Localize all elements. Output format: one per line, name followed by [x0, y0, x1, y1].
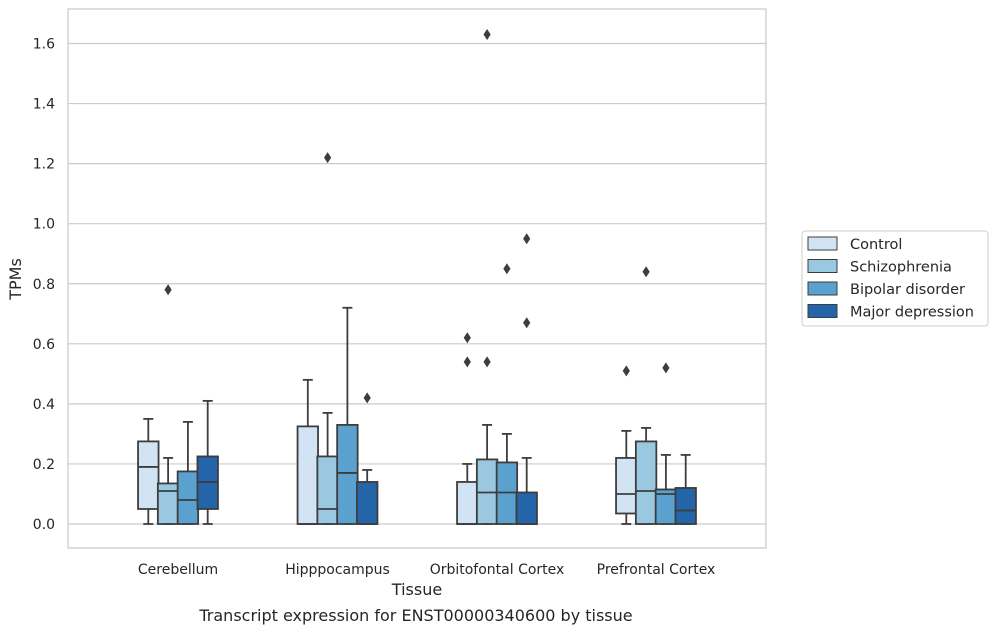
box-control	[615, 365, 638, 525]
y-tick-label: 1.6	[33, 37, 55, 53]
box-iqr	[515, 491, 538, 525]
y-tick-label: 0.2	[33, 457, 55, 473]
legend-frame	[801, 230, 989, 327]
box-iqr	[456, 481, 479, 525]
outlier-point	[483, 356, 491, 368]
box-bipolar-disorder	[336, 306, 359, 525]
box-bipolar-disorder	[495, 263, 519, 525]
outlier-point	[622, 365, 630, 377]
box-major-depression	[196, 399, 219, 525]
gridlines	[68, 42, 766, 525]
outlier-point	[463, 332, 471, 344]
box-schizophrenia	[634, 266, 658, 525]
box-iqr	[156, 482, 180, 525]
legend-swatch	[807, 281, 838, 296]
legend-label: Control	[850, 237, 902, 253]
boxes	[137, 28, 697, 525]
x-tick-label: Cerebellum	[138, 562, 218, 578]
box-major-depression	[674, 454, 697, 525]
outlier-point	[523, 233, 531, 245]
y-tick-label: 1.4	[33, 97, 55, 113]
plot-frame	[67, 8, 767, 549]
y-tick-label: 0.6	[33, 337, 55, 353]
y-tick-label: 0.8	[33, 277, 55, 293]
legend-label: Major depression	[850, 305, 974, 321]
box-major-depression	[356, 392, 379, 525]
box-schizophrenia	[156, 284, 180, 525]
box-bipolar-disorder	[654, 362, 678, 525]
legend-swatch	[807, 304, 838, 318]
box-control	[296, 378, 319, 525]
box-iqr	[316, 455, 339, 525]
legend-label: Bipolar disorder	[850, 282, 965, 298]
x-tick-label: Hipppocampus	[285, 562, 390, 578]
x-axis-label: Tissue	[391, 580, 442, 599]
box-control	[456, 332, 479, 525]
outlier-point	[523, 317, 531, 329]
legend: Control Schizophrenia Bipolar disorder Majo…	[801, 230, 989, 327]
x-tick-label: Orbitofontal Cortex	[430, 562, 565, 578]
box-control	[137, 417, 160, 525]
box-schizophrenia	[316, 152, 339, 525]
legend-swatch	[807, 236, 838, 251]
legend-label: Schizophrenia	[850, 260, 952, 276]
outlier-point	[363, 392, 371, 404]
box-major-depression	[515, 233, 538, 525]
x-tick-labels: Cerebellum Hipppocampus Orbitofontal Corte…	[138, 562, 715, 578]
legend-swatch	[807, 259, 838, 273]
outlier-point	[662, 362, 670, 374]
outlier-point	[483, 28, 491, 40]
outlier-point	[324, 152, 332, 164]
x-tick-label: Prefrontal Cortex	[597, 562, 716, 578]
outlier-point	[503, 263, 511, 275]
box-iqr	[615, 457, 638, 515]
y-tick-label: 1.2	[33, 157, 55, 173]
box-iqr	[296, 425, 319, 525]
outlier-point	[463, 356, 471, 368]
y-tick-labels: 0.0 0.2 0.4 0.6 0.8 1.0 1.2 1.4 1.6	[33, 37, 55, 534]
box-iqr	[137, 440, 160, 510]
box-iqr	[674, 487, 697, 525]
legend-items: Control Schizophrenia Bipolar disorder Majo…	[807, 236, 974, 321]
box-iqr	[356, 481, 379, 525]
box-iqr	[336, 423, 359, 525]
outlier-point	[642, 266, 650, 278]
box-bipolar-disorder	[176, 420, 200, 525]
outlier-point	[164, 284, 172, 296]
y-tick-label: 0.4	[33, 397, 55, 413]
y-tick-label: 1.0	[33, 217, 55, 233]
y-tick-label: 0.0	[33, 517, 55, 533]
box-iqr	[176, 470, 200, 525]
y-axis-label: TPMs	[6, 258, 25, 301]
box-iqr	[634, 440, 658, 525]
chart-caption: Transcript expression for ENST0000034060…	[199, 606, 633, 625]
